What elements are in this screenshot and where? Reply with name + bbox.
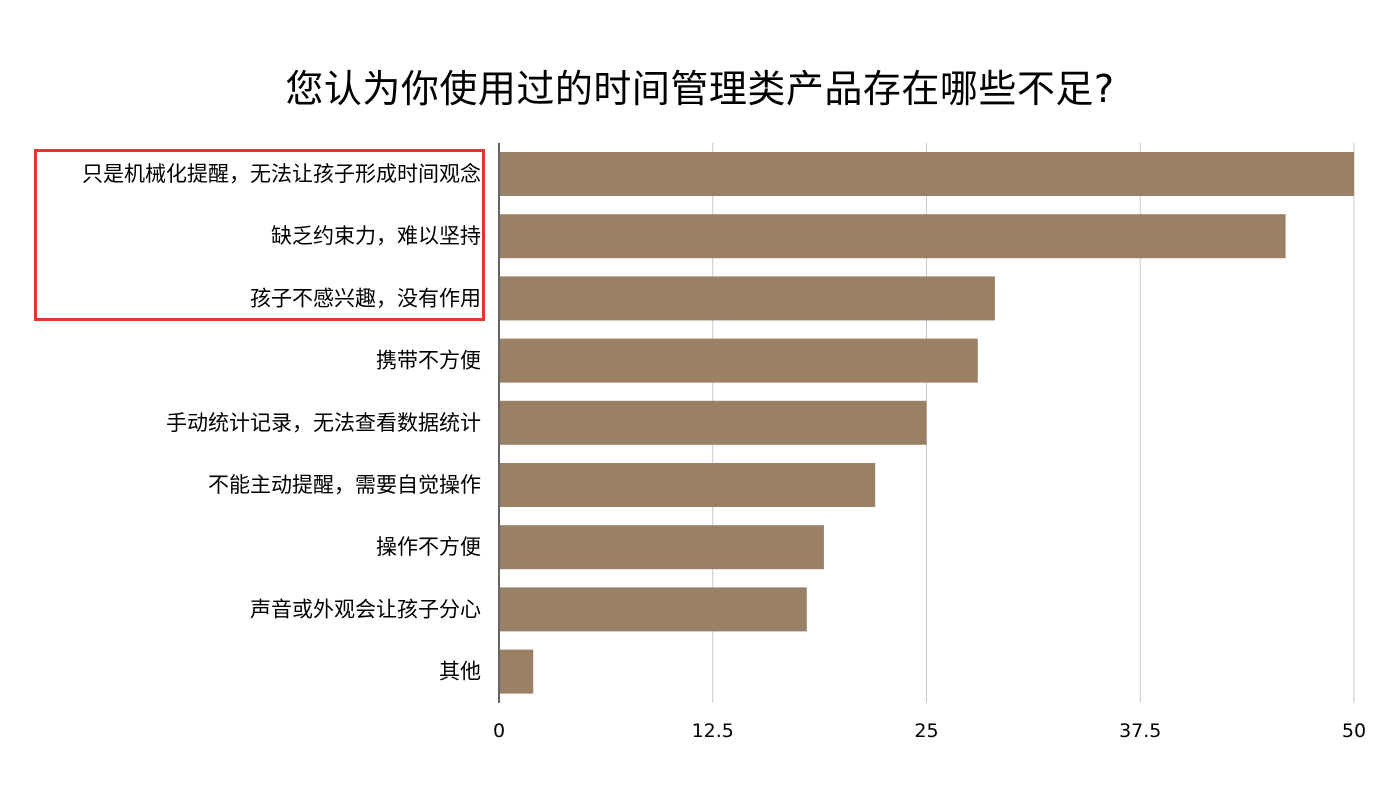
bar — [500, 525, 824, 570]
x-tick-label: 50 — [1342, 720, 1366, 742]
bar — [500, 276, 995, 321]
bar — [500, 400, 927, 445]
x-tick-label: 37.5 — [1119, 720, 1161, 742]
x-tick-label: 12.5 — [692, 720, 734, 742]
bar — [500, 152, 1354, 196]
bar — [500, 338, 978, 383]
category-label: 孩子不感兴趣，没有作用 — [250, 286, 481, 310]
category-label: 缺乏约束力，难以坚持 — [271, 224, 481, 248]
bar — [500, 463, 876, 507]
category-label: 声音或外观会让孩子分心 — [250, 597, 481, 621]
chart-title: 您认为你使用过的时间管理类产品存在哪些不足? — [285, 67, 1115, 111]
category-label: 只是机械化提醒，无法让孩子形成时间观念 — [82, 162, 481, 186]
category-label: 不能主动提醒，需要自觉操作 — [208, 473, 481, 497]
category-label: 操作不方便 — [376, 535, 481, 559]
bar — [500, 649, 534, 694]
x-tick-label: 25 — [914, 720, 938, 742]
category-label: 携带不方便 — [376, 349, 481, 373]
x-tick-label: 0 — [493, 720, 505, 742]
bar — [500, 587, 807, 632]
highlight-box — [34, 149, 485, 321]
category-label: 手动统计记录，无法查看数据统计 — [166, 411, 481, 435]
category-label: 其他 — [439, 660, 481, 684]
bar — [500, 214, 1286, 259]
